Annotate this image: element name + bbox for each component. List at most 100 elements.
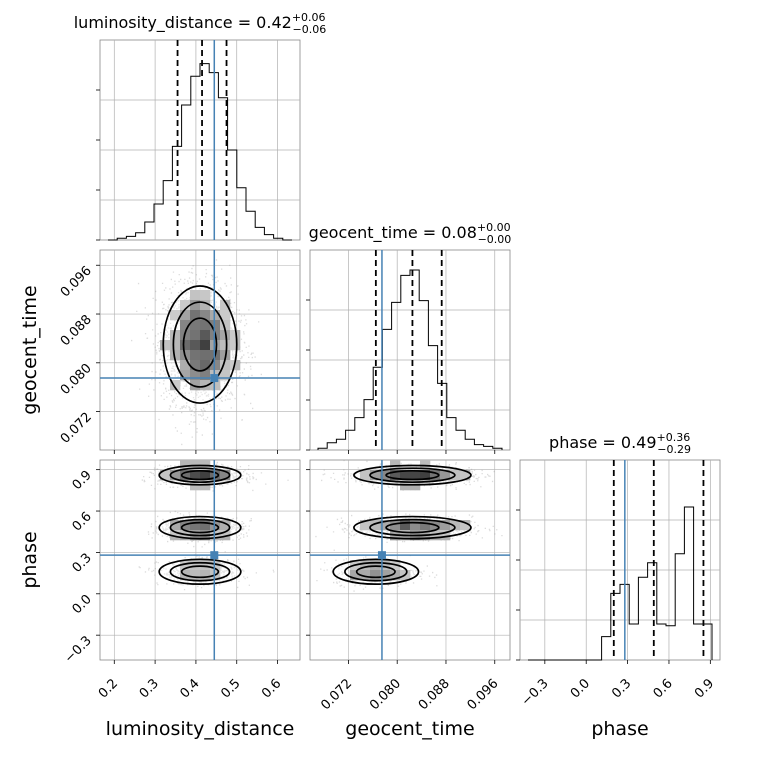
ytick-label-phase: 0.3 (70, 551, 95, 576)
title-lower-error: −0.06 (293, 23, 327, 36)
contour-level (355, 565, 396, 579)
density-bin (370, 560, 381, 571)
density-bin (440, 530, 451, 541)
xtick-label-luminosity_distance: 0.2 (96, 676, 121, 701)
density-bin (170, 310, 181, 321)
density-bin (220, 330, 231, 341)
density-bin (380, 560, 391, 571)
xtick-label-luminosity_distance: 0.5 (218, 676, 243, 701)
density-bin (180, 310, 191, 321)
density-bin (200, 310, 211, 321)
density-bin (190, 470, 201, 481)
density-bin (200, 470, 211, 481)
density-bin (180, 300, 191, 311)
density-bin (180, 360, 191, 371)
density-bin (190, 320, 201, 331)
density-bin (450, 520, 461, 531)
histogram-luminosity_distance (108, 63, 292, 241)
xtick-label-phase: −0.3 (519, 676, 552, 709)
density-bin (230, 330, 241, 341)
xtick-label-luminosity_distance: 0.4 (178, 676, 203, 701)
contour-level (169, 518, 231, 537)
y-axis-label-geocent_time: geocent_time (19, 285, 41, 414)
density-bin (230, 340, 241, 351)
density-bin (390, 520, 401, 531)
title-value: luminosity_distance = 0.42 (74, 13, 292, 33)
density-bin (420, 520, 431, 531)
panel-content (100, 460, 300, 660)
density-bin (210, 320, 221, 331)
density-bin (190, 360, 201, 371)
hist-panel-geocent_time (306, 249, 511, 451)
density-bin (190, 380, 201, 391)
xtick-label-phase: 0.3 (609, 676, 634, 701)
contour-level (180, 521, 220, 534)
density-bin (390, 470, 401, 481)
title-value: geocent_time = 0.08 (309, 223, 477, 243)
density-bin (190, 340, 201, 351)
ytick-label-geocent_time: 0.072 (58, 410, 95, 447)
hist-panel-phase (516, 459, 721, 661)
density-bin (200, 370, 211, 381)
density-bin (360, 570, 371, 581)
density-bin (460, 520, 471, 531)
title-upper-error: +0.06 (292, 11, 326, 24)
panel-content (310, 460, 510, 660)
contour-level (162, 285, 238, 404)
density-bin (370, 570, 381, 581)
scatter-panel-luminosity_distance-phase (99, 459, 301, 661)
density-bin (220, 530, 231, 541)
density-bin (370, 470, 381, 481)
density-bin (210, 380, 221, 391)
density-bin (170, 470, 181, 481)
density-bin (180, 340, 191, 351)
density-bin (200, 350, 211, 361)
xtick-label-luminosity_distance: 0.6 (259, 676, 284, 701)
contour-level (369, 467, 456, 484)
ytick-label-phase: 0.0 (70, 592, 95, 617)
density-bin (180, 370, 191, 381)
density-bin (180, 320, 191, 331)
contour-level (169, 467, 231, 484)
density-bin (210, 310, 221, 321)
density-bin (400, 520, 411, 531)
density-bin (460, 470, 471, 481)
density-bin (180, 560, 191, 571)
density-bin (370, 520, 381, 531)
density-bin (220, 520, 231, 531)
density-bin (190, 560, 201, 571)
density-bin (190, 350, 201, 361)
truth-marker (377, 551, 386, 560)
density-bin (190, 290, 201, 301)
density-bin (190, 300, 201, 311)
xtick-label-phase: 0.0 (568, 676, 593, 701)
xtick-label-geocent_time: 0.072 (318, 676, 355, 713)
density-bin (350, 570, 361, 581)
density-bin (200, 300, 211, 311)
hist-frame-geocent_time (309, 249, 511, 451)
y-axis-label-phase: phase (19, 531, 41, 588)
contour-level (172, 301, 228, 388)
density-bin (190, 570, 201, 581)
xtick-label-geocent_time: 0.096 (465, 676, 502, 713)
density-bin (200, 340, 211, 351)
title-lower-error: −0.00 (478, 233, 512, 246)
x-axis-label-phase: phase (591, 718, 648, 740)
density-bin (400, 470, 411, 481)
ytick-label-geocent_time: 0.080 (58, 361, 95, 398)
density-bin (190, 310, 201, 321)
density-bin (390, 570, 401, 581)
density-bin (410, 470, 421, 481)
density-bin (170, 530, 181, 541)
density-bin (380, 570, 391, 581)
xtick-label-luminosity_distance: 0.3 (137, 676, 162, 701)
density-bin (200, 290, 211, 301)
x-axis-label-geocent_time: geocent_time (345, 718, 474, 740)
density-bin (360, 560, 371, 571)
xtick-label-phase: 0.6 (651, 676, 676, 701)
density-bin (220, 310, 231, 321)
density-bin (380, 520, 391, 531)
density-bin (200, 330, 211, 341)
xtick-label-phase: 0.9 (692, 676, 717, 701)
